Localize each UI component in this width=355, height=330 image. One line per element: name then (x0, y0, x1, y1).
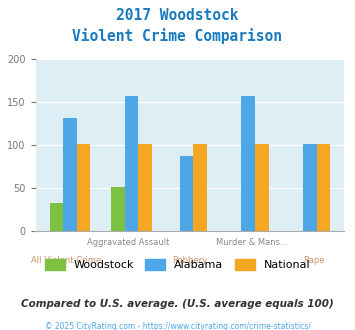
Bar (50, 203, 63, 231)
Text: Violent Crime Comparison: Violent Crime Comparison (72, 28, 283, 44)
Bar (193, 144, 207, 231)
Bar (138, 144, 152, 231)
Text: Murder & Mans...: Murder & Mans... (216, 238, 288, 247)
Bar (111, 187, 125, 231)
Bar (77, 144, 90, 231)
Text: 2017 Woodstock: 2017 Woodstock (116, 8, 239, 23)
Bar (241, 96, 255, 231)
Text: Compared to U.S. average. (U.S. average equals 100): Compared to U.S. average. (U.S. average … (21, 299, 334, 309)
Bar (317, 144, 330, 231)
Text: © 2025 CityRating.com - https://www.cityrating.com/crime-statistics/: © 2025 CityRating.com - https://www.city… (45, 322, 310, 330)
Legend: Woodstock, Alabama, National: Woodstock, Alabama, National (42, 255, 313, 273)
Bar (63, 118, 77, 231)
Bar (255, 144, 269, 231)
Text: Robbery: Robbery (173, 256, 207, 265)
Bar (180, 156, 193, 231)
Text: Aggravated Assault: Aggravated Assault (87, 238, 169, 247)
Text: Rape: Rape (303, 256, 324, 265)
Text: All Violent Crime: All Violent Crime (31, 256, 102, 265)
Bar (125, 96, 138, 231)
Bar (303, 144, 317, 231)
